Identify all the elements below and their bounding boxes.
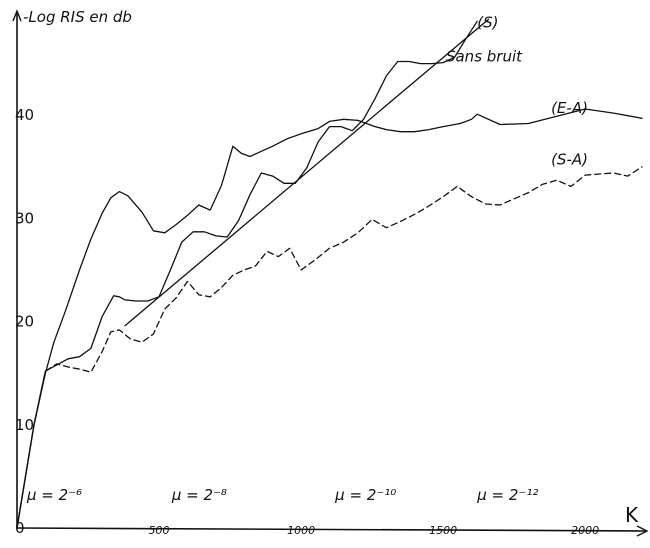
mu-label: μ = 2⁻¹⁰	[334, 486, 396, 504]
x-axis-line	[16, 527, 647, 532]
series-annotation: (E-A)	[551, 99, 588, 117]
series-line-3	[124, 18, 490, 327]
series-annotation: (S-A)	[551, 151, 588, 169]
x-tick-label: 2000	[571, 524, 599, 537]
mu-label: μ = 2⁻⁶	[26, 486, 82, 504]
mu-label: μ = 2⁻⁸	[171, 486, 227, 504]
x-tick-label: 1500	[429, 524, 457, 537]
x-axis-label: K	[625, 503, 639, 527]
mu-label: μ = 2⁻¹²	[476, 486, 538, 504]
x-axis-arrow	[636, 525, 649, 537]
y-tick-label: 30	[15, 209, 34, 227]
series-layer	[16, 18, 643, 529]
series-line-0	[16, 108, 643, 529]
x-tick-label: 1000	[287, 524, 315, 537]
series-line-2	[16, 166, 643, 529]
text-layer: 0 10 20 30 40 500 1000 1500 2000 -Log RIS en db K (…	[15, 8, 639, 537]
series-annotation: Sans bruit	[446, 48, 523, 66]
series-line-1	[16, 20, 478, 529]
y-tick-label: 20	[15, 313, 34, 331]
y-axis-label: -Log RIS en db	[23, 8, 132, 26]
y-axis-arrow	[12, 9, 22, 22]
series-annotation: (S)	[477, 13, 498, 31]
y-tick-label: 0	[15, 519, 25, 537]
x-tick-label: 500	[149, 524, 170, 537]
y-tick-label: 40	[15, 106, 34, 124]
y-tick-label: 10	[15, 416, 34, 434]
axes	[12, 9, 649, 537]
